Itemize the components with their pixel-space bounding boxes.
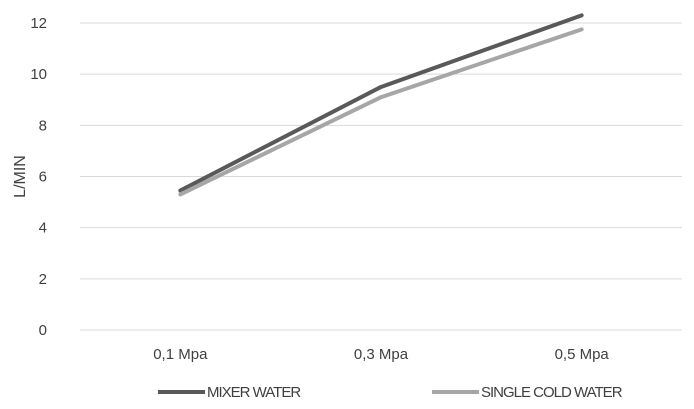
y-tick-label: 0: [39, 322, 47, 339]
y-axis-title: L/MIN: [12, 155, 29, 198]
y-tick-label: 12: [30, 15, 47, 32]
y-tick-label: 6: [39, 169, 47, 186]
y-tick-label: 10: [30, 66, 47, 83]
y-tick-label: 8: [39, 117, 47, 134]
y-tick-label: 2: [39, 271, 47, 288]
x-tick-label: 0,3 Mpa: [354, 346, 409, 363]
x-tick-label: 0,1 Mpa: [153, 346, 208, 363]
legend: MIXER WATER SINGLE COLD WATER: [158, 384, 624, 401]
gridlines: [80, 22, 682, 331]
legend-label: MIXER WATER: [207, 384, 301, 401]
series-lines: [178, 13, 584, 197]
y-tick-label: 4: [39, 220, 47, 237]
legend-label: SINGLE COLD WATER: [481, 384, 623, 401]
y-axis-ticks: 0 2 4 6 8 10 12: [30, 15, 47, 339]
series-line-1: [178, 27, 584, 197]
x-tick-label: 0,5 Mpa: [555, 346, 610, 363]
x-axis-ticks: 0,1 Mpa 0,3 Mpa 0,5 Mpa: [153, 346, 609, 363]
